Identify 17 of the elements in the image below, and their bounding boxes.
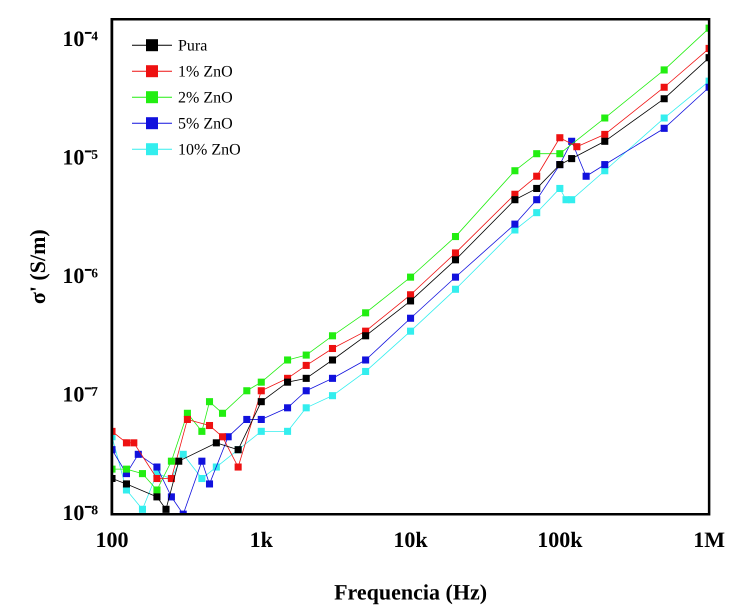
y-axis-title: σ' (S/m) [24,229,50,304]
x-tick-label: 100k [537,527,584,552]
y-tick-label: 10⁻⁷ [62,381,98,406]
y-tick-label: 10⁻⁸ [62,500,98,525]
y-tick-label: 10⁻⁵ [62,144,98,170]
y-tick-label: 10⁻⁴ [62,26,98,51]
x-tick-label: 10k [393,527,428,552]
legend-label: Pura [178,37,208,54]
legend-label: 10% ZnO [178,141,241,158]
x-tick-label: 1M [693,527,726,552]
x-axis-title: Frequencia (Hz) [334,579,488,604]
x-tick-label: 100 [95,527,128,552]
legend-label: 2% ZnO [178,89,233,106]
x-tick-label: 1k [250,527,274,552]
legend-label: 1% ZnO [178,63,233,80]
y-tick-label: 10⁻⁶ [62,262,98,288]
legend-label: 5% ZnO [178,115,233,132]
